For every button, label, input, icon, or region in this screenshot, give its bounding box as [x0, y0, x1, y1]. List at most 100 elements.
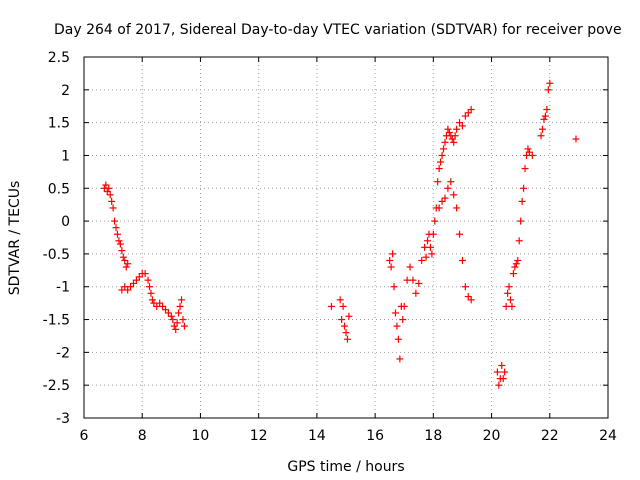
data-point: [506, 296, 514, 304]
data-point: [426, 243, 434, 251]
x-tick-label: 18: [424, 428, 442, 444]
data-point: [424, 237, 432, 245]
data-point: [541, 112, 549, 120]
data-point: [458, 256, 466, 264]
data-point: [429, 230, 437, 238]
data-point: [176, 302, 184, 310]
data-point: [511, 263, 519, 271]
x-tick-label: 8: [138, 428, 147, 444]
data-point: [515, 237, 523, 245]
data-point: [390, 283, 398, 291]
data-point: [399, 316, 407, 324]
data-point: [495, 381, 503, 389]
x-tick-label: 16: [366, 428, 384, 444]
data-point: [521, 165, 529, 173]
plot-frame: [83, 56, 609, 419]
data-point: [518, 197, 526, 205]
chart-title: Day 264 of 2017, Sidereal Day-to-day VTE…: [54, 22, 622, 38]
data-point: [501, 368, 509, 376]
data-point: [147, 289, 155, 297]
x-tick-labels: 6 8 10 12 14 16 18 20 22 24: [80, 428, 617, 444]
data-point: [458, 122, 466, 130]
data-point: [173, 319, 181, 327]
data-point: [336, 296, 344, 304]
data-point: [431, 217, 439, 225]
data-point: [112, 224, 120, 232]
data-point: [386, 256, 394, 264]
data-point: [434, 178, 442, 186]
data-point: [428, 250, 436, 258]
data-point: [391, 309, 399, 317]
data-point: [444, 125, 452, 133]
data-point: [418, 256, 426, 264]
data-point: [393, 322, 401, 330]
data-point: [180, 322, 188, 330]
data-point: [144, 276, 152, 284]
data-point: [467, 296, 475, 304]
data-point: [438, 151, 446, 159]
data-point: [169, 316, 177, 324]
data-point: [544, 86, 552, 94]
data-points: [100, 79, 580, 389]
data-point: [437, 158, 445, 166]
y-tick-label: -1.5: [43, 313, 70, 329]
data-point: [179, 316, 187, 324]
data-point: [493, 368, 501, 376]
data-point: [412, 289, 420, 297]
x-axis-label: GPS time / hours: [287, 459, 404, 475]
y-tick-label: 2.5: [48, 50, 70, 66]
data-point: [122, 263, 130, 271]
data-point: [115, 237, 123, 245]
data-point: [389, 250, 397, 258]
data-point: [105, 184, 113, 192]
data-point: [124, 260, 132, 268]
data-point: [441, 194, 449, 202]
data-point: [520, 184, 528, 192]
y-tick-label: -0.5: [43, 247, 70, 263]
data-point: [572, 135, 580, 143]
data-point: [498, 361, 506, 369]
data-point: [415, 279, 423, 287]
y-tick-labels: 2.5 2 1.5 1 0.5 0 -0.5 -1 -1.5 -2 -2.5 -3: [43, 50, 70, 427]
data-point: [400, 302, 408, 310]
data-point: [148, 296, 156, 304]
data-point: [146, 283, 153, 291]
x-tick-label: 24: [599, 428, 617, 444]
data-point: [394, 335, 402, 343]
axis-ticks: [83, 56, 609, 419]
data-point: [504, 289, 512, 297]
x-tick-label: 12: [250, 428, 268, 444]
data-point: [444, 184, 452, 192]
data-point: [108, 197, 116, 205]
data-point: [345, 312, 353, 320]
y-tick-label: -1: [56, 280, 70, 296]
data-point: [537, 132, 545, 140]
data-point: [111, 217, 119, 225]
data-point: [396, 355, 404, 363]
data-point: [440, 145, 448, 153]
data-point: [509, 270, 517, 278]
y-tick-label: 1.5: [48, 116, 70, 132]
data-point: [450, 138, 458, 146]
y-tick-label: -2.5: [43, 378, 70, 394]
data-point: [524, 145, 532, 153]
data-point: [517, 217, 525, 225]
y-tick-label: 1: [61, 148, 70, 164]
data-point: [456, 230, 464, 238]
data-point: [467, 106, 475, 114]
x-tick-label: 6: [80, 428, 89, 444]
data-point: [435, 165, 443, 173]
data-point: [387, 263, 395, 271]
data-point: [341, 322, 349, 330]
data-point: [109, 204, 117, 212]
x-tick-label: 22: [541, 428, 559, 444]
data-point: [106, 191, 114, 199]
data-point: [118, 247, 126, 255]
data-point: [453, 125, 461, 133]
data-point: [172, 325, 180, 333]
data-point: [406, 263, 414, 271]
data-point: [178, 296, 186, 304]
data-point: [116, 240, 124, 248]
data-point: [441, 138, 449, 146]
